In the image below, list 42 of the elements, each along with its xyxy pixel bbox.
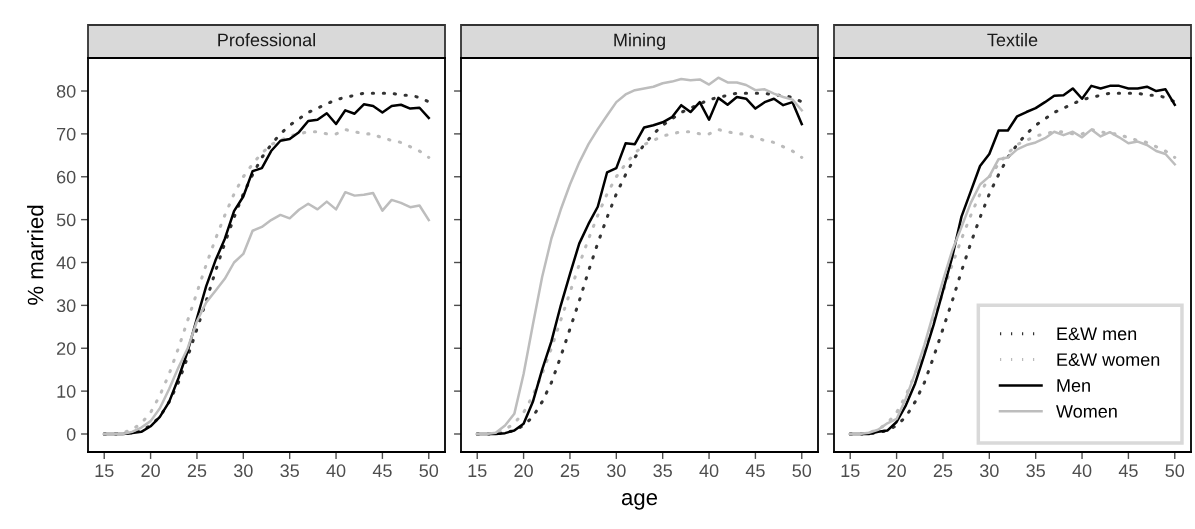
x-tick-label: 15 [841,464,860,478]
y-tick-label: 30 [56,299,76,313]
x-tick-label: 35 [653,464,672,478]
x-tick-label: 30 [606,464,626,478]
y-tick-label: 70 [57,127,76,141]
x-tick-label: 25 [187,464,207,478]
x-tick-label: 45 [1118,464,1138,478]
y-tick-label: 60 [57,170,76,184]
x-tick-label: 50 [792,464,812,478]
y-tick-label: 10 [57,385,76,398]
x-tick-label: 25 [933,464,953,478]
x-tick-label: 25 [560,464,580,478]
chart-title: Mining [614,33,665,50]
x-tick-label: 15 [95,464,114,478]
x-tick-label: 45 [745,464,765,478]
x-tick-label: 30 [233,464,253,478]
y-tick-label: 80 [56,84,76,98]
legend-label: E&W men [1057,327,1137,341]
chart-title: Professional [218,33,315,47]
y-tick-label: 50 [56,213,76,227]
x-tick-label: 15 [468,464,487,478]
x-tick-label: 20 [514,464,533,478]
y-tick-label: 20 [57,342,76,355]
x-tick-label: 35 [280,464,299,478]
x-tick-label: 50 [419,464,439,478]
legend-label: Women [1056,405,1117,418]
legend-label: E&W women [1057,353,1160,367]
x-tick-label: 40 [1072,464,1092,478]
x-tick-label: 50 [1165,464,1185,478]
y-axis-title: % married [27,205,44,305]
y-tick-label: 40 [56,256,76,270]
x-tick-label: 40 [326,464,346,478]
x-tick-label: 20 [141,464,160,478]
x-tick-label: 30 [979,464,999,478]
x-axis-title: age [621,493,658,510]
y-tick-label: 0 [66,427,76,441]
x-tick-label: 45 [372,464,392,478]
x-tick-label: 40 [699,464,719,478]
legend-label: Men [1057,379,1090,392]
chart-title: Textile [987,33,1038,47]
x-tick-label: 20 [887,464,906,478]
x-tick-label: 35 [1026,464,1045,478]
